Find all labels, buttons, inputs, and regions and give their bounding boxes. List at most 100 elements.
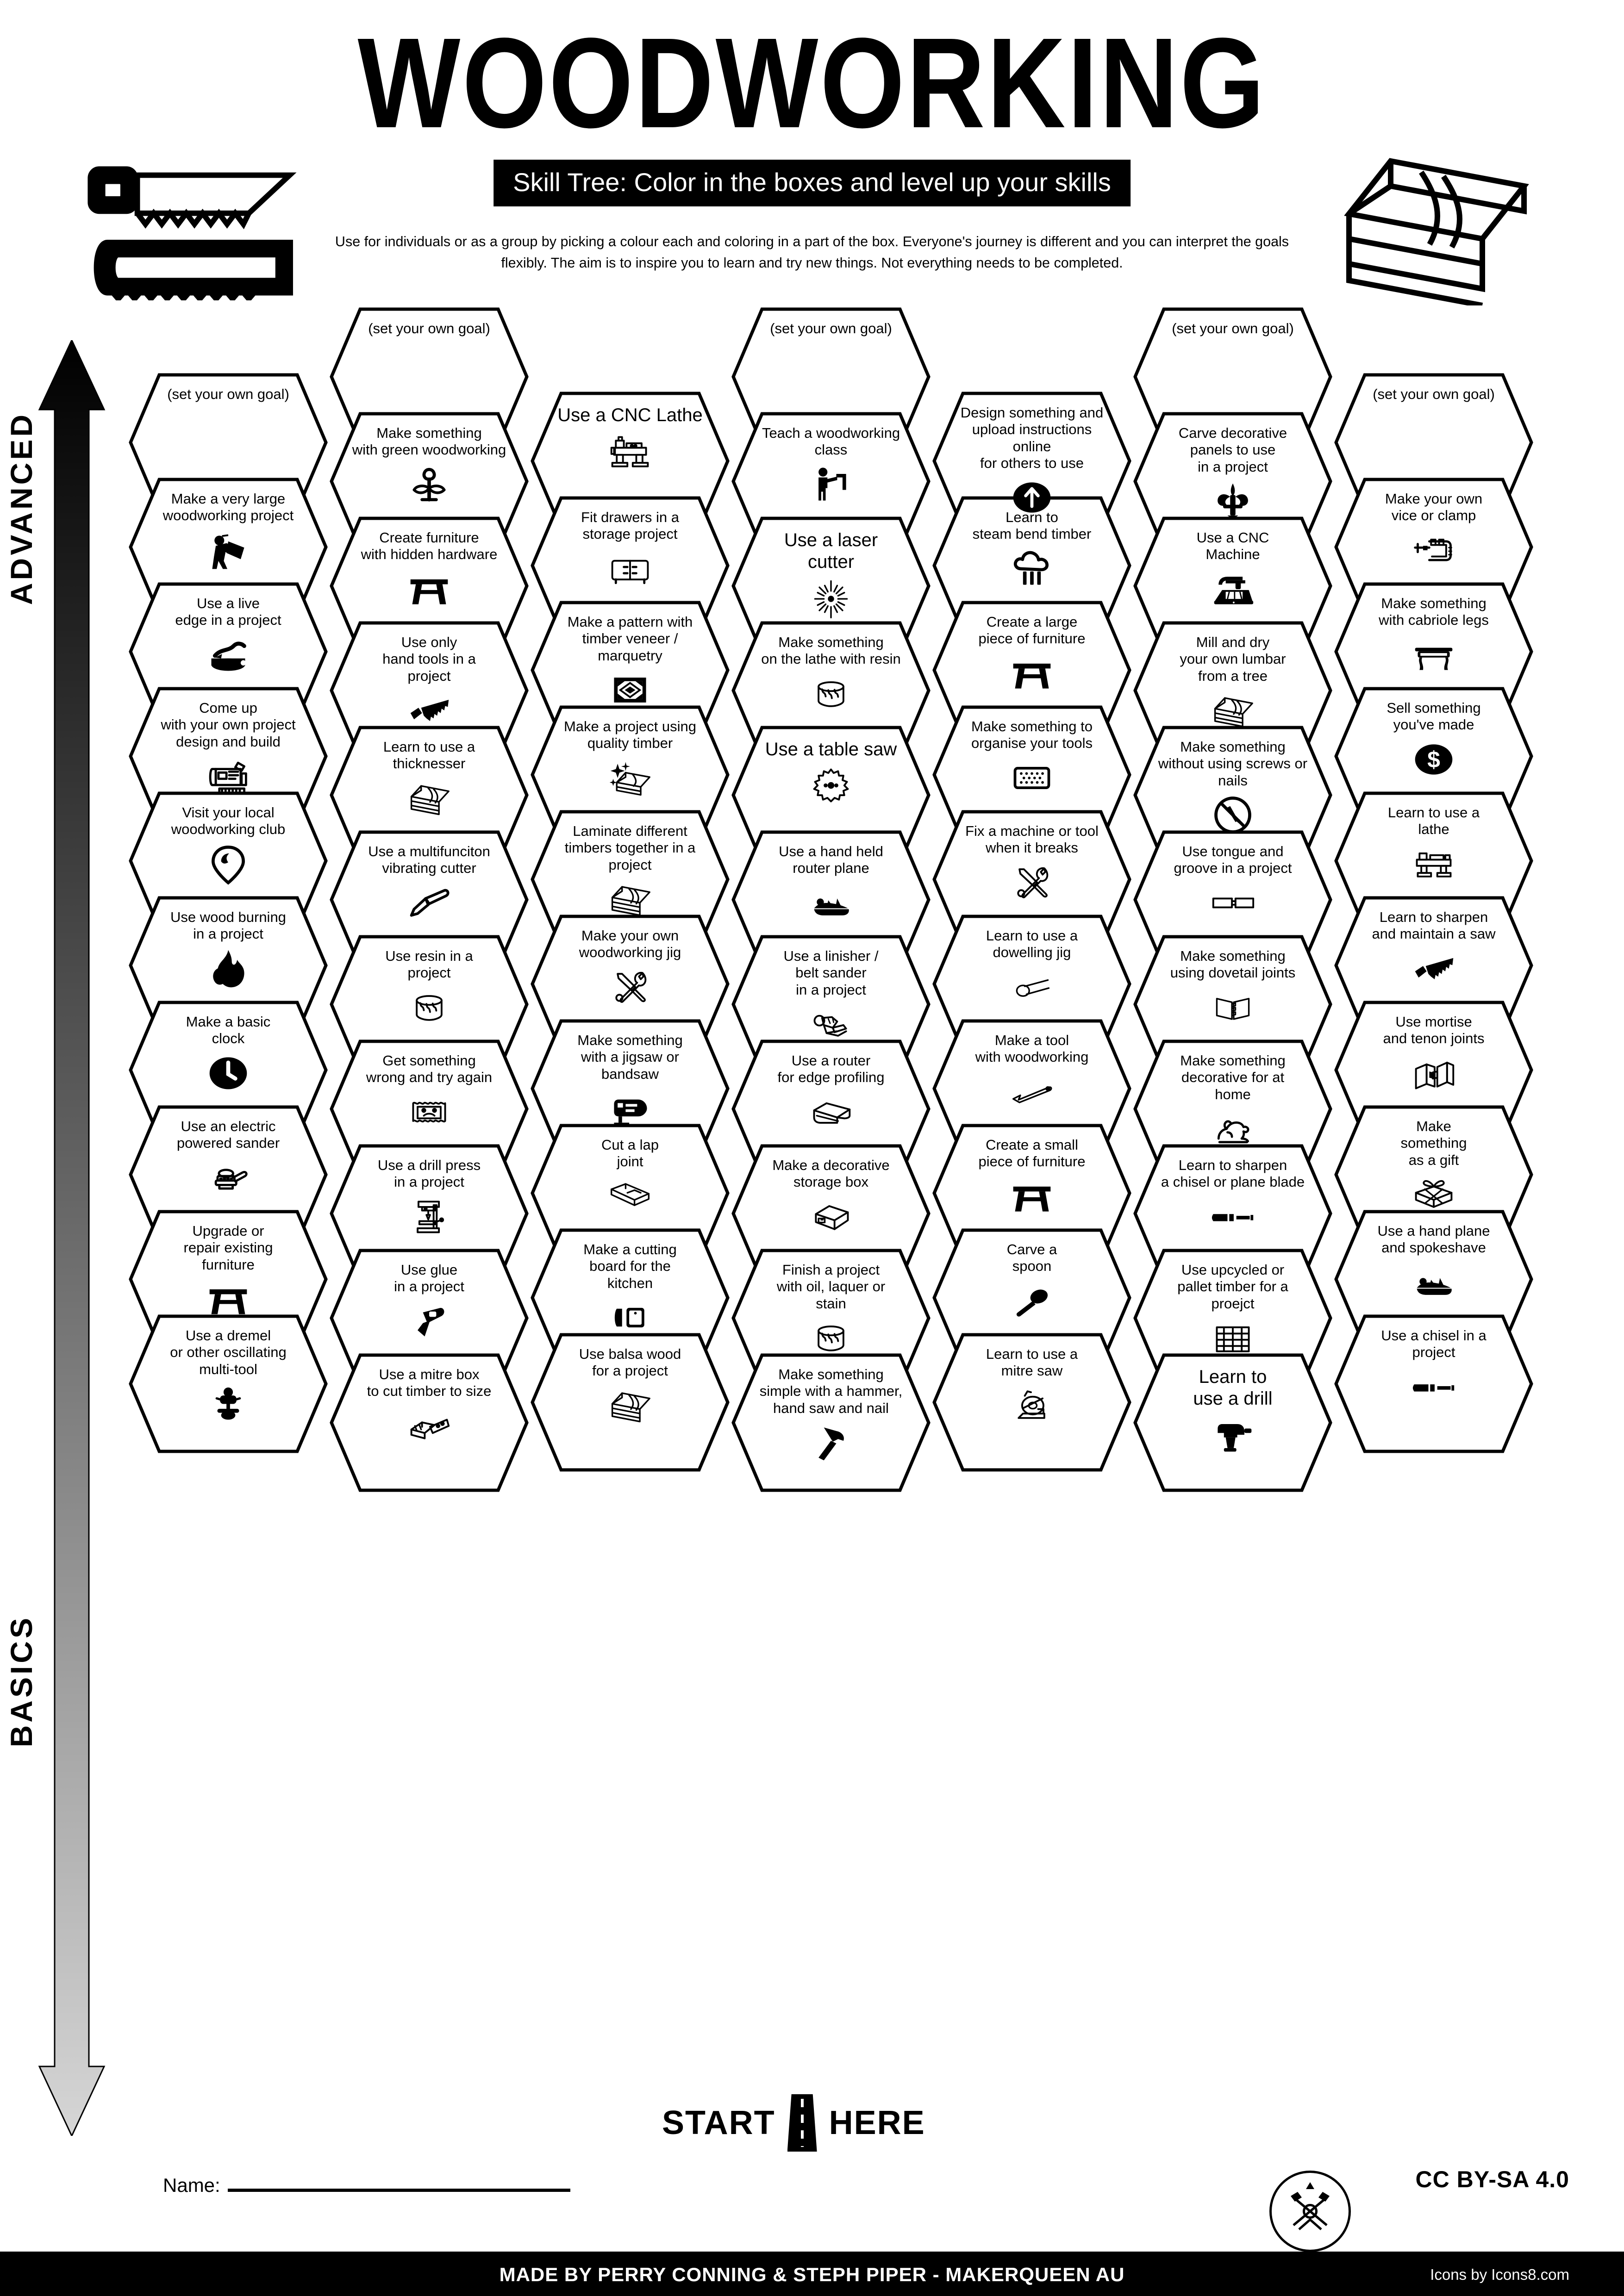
skill-hex[interactable]: Visit your local woodworking club [129,791,328,930]
skill-hex[interactable]: Use only hand tools in a project [330,621,529,760]
skill-hex[interactable]: Learn to use a drill [1133,1353,1332,1492]
skill-hex[interactable]: (set your own goal) [1334,373,1533,512]
skill-hex[interactable]: Use a router for edge profiling [731,1039,931,1178]
sapling-icon [407,462,451,507]
skill-hex[interactable]: Make something with green woodworking [330,412,529,551]
skill-hex[interactable]: Make something on the lathe with resin [731,621,931,760]
skill-hex[interactable]: Use a linisher / belt sander in a project [731,935,931,1074]
skill-hex-label: (set your own goal) [1172,320,1294,336]
skill-hex[interactable]: Learn to sharpen and maintain a saw [1334,896,1533,1035]
skill-hex[interactable]: Make your own woodworking jig [531,915,730,1053]
hand-plane-icon [809,881,853,925]
timber-stack-icon [1211,688,1255,733]
footer-bar: MADE BY PERRY CONNING & STEPH PIPER - MA… [0,2252,1624,2296]
skill-hex-label: Sell something you've made [1387,700,1481,733]
skill-hex[interactable]: Make a very large woodworking project [129,478,328,616]
skill-hex[interactable]: Make something with a jigsaw or bandsaw [531,1019,730,1158]
skill-hex[interactable]: Use mortise and tenon joints [1334,1001,1533,1139]
skill-hex[interactable]: Make a project using quality timber [531,705,730,844]
name-field-row: Name: [163,2172,570,2196]
skill-hex[interactable]: Use resin in a project [330,935,529,1074]
skill-hex[interactable]: Use glue in a project [330,1249,529,1388]
map-pin-icon [206,842,250,886]
subtitle-banner: Skill Tree: Color in the boxes and level… [493,160,1131,206]
skill-hex-label: Visit your local woodworking club [171,804,286,838]
skill-hex[interactable]: Make your own vice or clamp [1334,478,1533,616]
skill-hex-label: Learn to use a mitre saw [986,1346,1078,1379]
drill-icon [1211,1413,1255,1458]
skill-hex[interactable]: Use a drill press in a project [330,1144,529,1283]
skill-hex[interactable]: Fix a machine or tool when it breaks [932,810,1131,949]
skill-hex[interactable]: Make something with cabriole legs [1334,582,1533,721]
cnc-lathe-icon [608,430,652,474]
skill-hex[interactable]: Use a laser cutter [731,516,931,655]
name-input[interactable] [227,2172,570,2192]
hand-saw-icon [1412,946,1456,991]
skill-hex[interactable]: Use a CNC Machine [1133,516,1332,655]
skill-hex[interactable]: Use a multifunciton vibrating cutter [330,830,529,969]
skill-hex[interactable]: Create furniture with hidden hardware [330,516,529,655]
skill-hex[interactable]: Use a mitre box to cut timber to size [330,1353,529,1492]
makerqueen-logo [1269,2171,1351,2252]
skill-hex-label: Use upcycled or pallet timber for a proejc… [1177,1262,1288,1312]
multi-tool-icon [407,881,451,925]
skill-hex[interactable]: Learn to use a thicknesser [330,726,529,865]
skill-hex[interactable]: Make something to organise your tools [932,705,1131,844]
skill-hex[interactable]: Use a table saw [731,726,931,865]
skill-hex[interactable]: Use balsa wood for a project [531,1333,730,1472]
drawers-icon [608,547,652,591]
skill-hex-label: Make your own woodworking jig [579,927,681,961]
skill-hex-label: Create a small piece of furniture [978,1137,1086,1170]
skill-hex[interactable]: Make something using dovetail joints [1133,935,1332,1074]
skill-hex[interactable]: Mill and dry your own lumbar from a tree [1133,621,1332,760]
skill-hex-label: Learn to use a drill [1193,1367,1273,1409]
skill-hex-label: Make something with green woodworking [352,425,506,458]
skill-hex[interactable]: Create a small piece of furniture [932,1124,1131,1263]
skill-hex-label: Make a cutting board for the kitchen [583,1241,677,1291]
skill-hex[interactable]: Sell something you've made $ [1334,687,1533,826]
skill-hex[interactable]: (set your own goal) [731,307,931,446]
lap-joint-icon [608,1174,652,1219]
skill-hex[interactable]: Upgrade or repair existing furniture [129,1210,328,1349]
skill-hex-label: Use a CNC Lathe [557,405,703,425]
skill-hex-label: Fit drawers in a storage project [581,509,679,542]
skill-hex-label: Carve decorative panels to use in a projec… [1178,425,1287,475]
skill-hex-label: Come up with your own project design and b… [161,700,296,750]
skill-hex[interactable]: Carve decorative panels to use in a projec… [1133,412,1332,551]
skill-hex[interactable]: Learn to use a mitre saw [932,1333,1131,1472]
skill-hex[interactable]: Learn to steam bend timber [932,496,1131,635]
footer-icons-credit: Icons by Icons8.com [1430,2266,1569,2283]
timber-stack-icon [407,776,451,821]
skill-hex[interactable]: Carve a spoon [932,1228,1131,1367]
skill-hex-label: Make something to organise your tools [971,718,1093,752]
skill-hex[interactable]: Learn to sharpen a chisel or plane blade [1133,1144,1332,1283]
skill-hex-label: Finish a project with oil, laquer or stain [776,1262,886,1312]
skill-hex-label: Cut a lap joint [601,1137,659,1170]
skill-hex[interactable]: Make something without using screws or nai… [1133,726,1332,865]
skill-hex[interactable]: Use a dremel or other oscillating multi-to… [129,1314,328,1453]
resin-pot-icon [809,672,853,716]
skill-hex[interactable]: Use a chisel in a project [1334,1314,1533,1453]
hammer-icon [809,1420,853,1465]
skill-hex-label: Use a chisel in a project [1381,1327,1487,1361]
teacher-icon [809,462,853,507]
skill-hex[interactable]: Use an electric powered sander [129,1105,328,1244]
lion-ornament-icon [1211,1107,1255,1151]
hand-saw-icon [407,688,451,733]
skill-hex[interactable]: Use upcycled or pallet timber for a proejc… [1133,1249,1332,1388]
storage-box-icon [809,1195,853,1239]
laser-burst-icon [809,577,853,621]
gift-icon [1412,1172,1456,1217]
skill-hex[interactable]: Learn to use a lathe [1334,791,1533,930]
skill-hex[interactable]: Teach a woodworking class [731,412,931,551]
steam-cloud-icon [1010,547,1054,591]
quality-timber-icon [608,756,652,800]
skill-hex[interactable]: Make something simple with a hammer, hand … [731,1353,931,1492]
skill-hex-label: Make something simple with a hammer, hand … [759,1366,903,1416]
skill-hex[interactable]: Fit drawers in a storage project [531,496,730,635]
skill-hex[interactable]: Design something and upload instructions … [932,392,1131,530]
skill-hex[interactable]: Learn to use a dowelling jig [932,915,1131,1053]
dovetail-icon [1211,985,1255,1030]
